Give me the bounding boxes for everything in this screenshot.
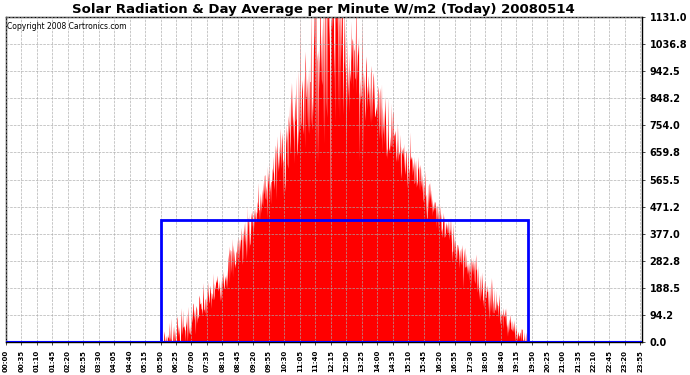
Title: Solar Radiation & Day Average per Minute W/m2 (Today) 20080514: Solar Radiation & Day Average per Minute… <box>72 3 575 16</box>
Bar <box>161 220 528 342</box>
Text: Copyright 2008 Cartronics.com: Copyright 2008 Cartronics.com <box>7 22 126 31</box>
